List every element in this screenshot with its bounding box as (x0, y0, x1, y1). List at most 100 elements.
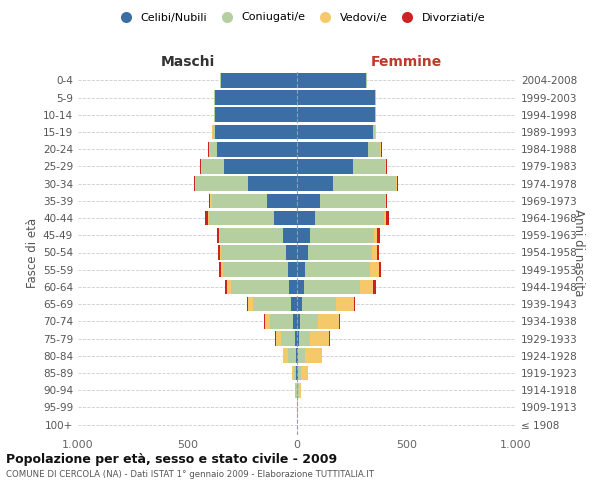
Bar (386, 194, 388, 208)
Bar (360, 280, 373, 294)
Bar (297, 124, 373, 140)
Text: Maschi: Maschi (160, 55, 215, 69)
Bar (297, 366, 298, 380)
Bar (214, 108, 215, 122)
Bar (297, 228, 310, 242)
Bar (366, 73, 367, 88)
Bar (224, 159, 297, 174)
Bar (375, 90, 376, 105)
Bar (215, 90, 297, 105)
Bar (299, 332, 310, 346)
Bar (286, 245, 297, 260)
Bar (219, 262, 221, 277)
Bar (221, 262, 223, 277)
Bar (288, 262, 297, 277)
Bar (275, 332, 276, 346)
Bar (205, 210, 208, 226)
Bar (292, 366, 294, 380)
Bar (220, 228, 283, 242)
Bar (221, 73, 297, 88)
Bar (308, 245, 372, 260)
Bar (370, 262, 379, 277)
Bar (283, 228, 297, 242)
Bar (368, 142, 380, 156)
Bar (253, 297, 291, 312)
Bar (336, 297, 355, 312)
Bar (225, 280, 227, 294)
Bar (310, 332, 329, 346)
Bar (221, 245, 286, 260)
Bar (297, 280, 304, 294)
Bar (274, 210, 297, 226)
Bar (301, 366, 308, 380)
Y-axis label: Fasce di età: Fasce di età (26, 218, 39, 288)
Bar (248, 297, 253, 312)
Bar (380, 142, 382, 156)
Bar (212, 124, 215, 140)
Bar (296, 366, 297, 380)
Bar (310, 228, 374, 242)
Bar (215, 124, 297, 140)
Bar (339, 314, 340, 328)
Bar (217, 142, 297, 156)
Bar (377, 228, 380, 242)
Bar (209, 210, 274, 226)
Bar (297, 348, 298, 363)
Bar (264, 314, 265, 328)
Y-axis label: Anni di nascita: Anni di nascita (572, 209, 584, 296)
Bar (318, 314, 339, 328)
Bar (195, 176, 196, 191)
Bar (296, 348, 297, 363)
Bar (297, 332, 299, 346)
Bar (295, 332, 297, 346)
Bar (297, 314, 300, 328)
Bar (208, 142, 209, 156)
Bar (217, 228, 219, 242)
Bar (196, 176, 248, 191)
Text: COMUNE DI CERCOLA (NA) - Dati ISTAT 1° gennaio 2009 - Elaborazione TUTTITALIA.IT: COMUNE DI CERCOLA (NA) - Dati ISTAT 1° g… (6, 470, 374, 479)
Bar (295, 383, 296, 398)
Bar (298, 348, 305, 363)
Bar (304, 280, 360, 294)
Bar (220, 245, 221, 260)
Bar (248, 176, 297, 191)
Bar (289, 280, 297, 294)
Bar (219, 228, 220, 242)
Bar (294, 366, 296, 380)
Bar (373, 280, 376, 294)
Bar (297, 262, 305, 277)
Bar (209, 142, 210, 156)
Bar (297, 108, 375, 122)
Text: Popolazione per età, sesso e stato civile - 2009: Popolazione per età, sesso e stato civil… (6, 452, 337, 466)
Bar (385, 159, 386, 174)
Bar (329, 332, 330, 346)
Bar (202, 159, 224, 174)
Bar (215, 108, 297, 122)
Bar (379, 262, 381, 277)
Bar (297, 297, 302, 312)
Bar (353, 159, 385, 174)
Bar (386, 159, 387, 174)
Bar (247, 297, 248, 312)
Bar (375, 108, 376, 122)
Bar (372, 245, 377, 260)
Bar (212, 194, 268, 208)
Bar (395, 176, 397, 191)
Bar (397, 176, 398, 191)
Bar (288, 348, 296, 363)
Bar (298, 383, 299, 398)
Bar (214, 90, 215, 105)
Bar (297, 194, 320, 208)
Bar (385, 194, 386, 208)
Bar (210, 194, 212, 208)
Bar (200, 159, 202, 174)
Bar (377, 245, 379, 260)
Bar (210, 142, 217, 156)
Legend: Celibi/Nubili, Coniugati/e, Vedovi/e, Divorziati/e: Celibi/Nubili, Coniugati/e, Vedovi/e, Di… (110, 8, 490, 27)
Bar (373, 124, 375, 140)
Bar (283, 348, 288, 363)
Bar (265, 314, 269, 328)
Bar (281, 332, 295, 346)
Bar (291, 297, 297, 312)
Bar (269, 314, 293, 328)
